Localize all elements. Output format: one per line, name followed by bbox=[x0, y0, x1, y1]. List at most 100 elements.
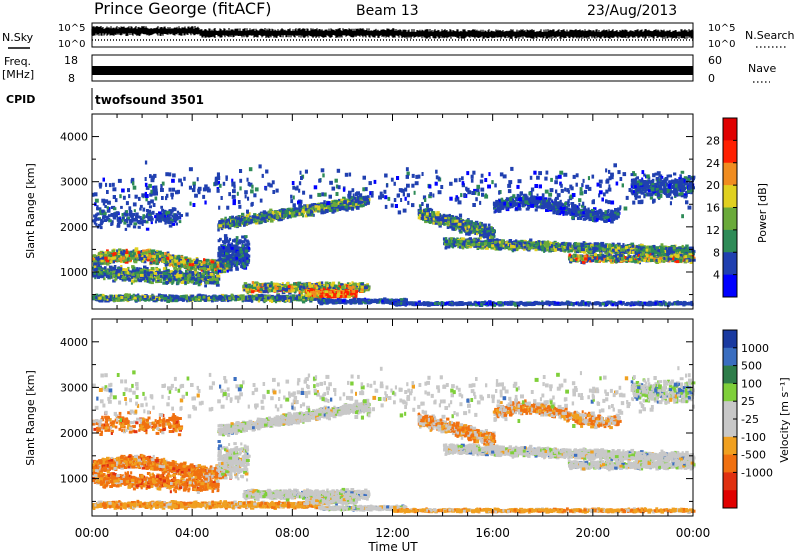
power-cell bbox=[154, 215, 156, 218]
power-cell bbox=[125, 271, 128, 274]
power-cell bbox=[171, 282, 173, 285]
freq-trace bbox=[92, 66, 693, 75]
power-cell bbox=[156, 213, 158, 216]
power-cell bbox=[223, 222, 225, 225]
power-cell bbox=[146, 228, 149, 231]
power-cell bbox=[226, 264, 230, 267]
date-title: 23/Aug/2013 bbox=[587, 3, 677, 19]
power-cell bbox=[163, 272, 167, 275]
power-cell bbox=[181, 281, 184, 284]
power-cell bbox=[264, 220, 266, 223]
power-cell bbox=[184, 281, 186, 284]
power-cell bbox=[160, 206, 163, 209]
power-cell bbox=[134, 260, 138, 263]
power-cell bbox=[122, 268, 125, 271]
power-cell bbox=[276, 296, 278, 299]
power-cell bbox=[298, 296, 301, 299]
power-cell bbox=[197, 274, 200, 277]
power-cell bbox=[309, 205, 312, 208]
power-cell bbox=[360, 201, 363, 204]
power-cell bbox=[203, 267, 207, 270]
power-cell bbox=[306, 211, 310, 214]
power-cell bbox=[210, 266, 213, 269]
power-cell bbox=[151, 252, 153, 255]
power-cell bbox=[209, 278, 212, 281]
power-cell bbox=[108, 219, 112, 222]
power-cell bbox=[129, 252, 132, 255]
power-cell bbox=[175, 278, 177, 281]
power-cell bbox=[124, 213, 128, 216]
radar-summary-figure: Prince George (fitACF) Beam 13 23/Aug/20… bbox=[0, 0, 800, 554]
power-cell bbox=[268, 216, 271, 219]
power-cell bbox=[98, 252, 100, 255]
power-cell bbox=[154, 272, 157, 275]
power-cell bbox=[125, 228, 127, 231]
power-cell bbox=[252, 215, 254, 218]
power-cell bbox=[98, 273, 101, 276]
power-cell bbox=[161, 215, 164, 218]
power-cell bbox=[201, 275, 205, 278]
power-cell bbox=[117, 297, 120, 300]
power-cell bbox=[185, 270, 188, 273]
power-cell bbox=[104, 257, 107, 260]
power-cell bbox=[134, 249, 136, 252]
power-cell bbox=[180, 261, 183, 264]
power-cell bbox=[123, 222, 126, 225]
power-cell bbox=[100, 275, 103, 278]
power-cell bbox=[119, 258, 122, 261]
power-cell bbox=[114, 278, 116, 281]
power-cell bbox=[144, 255, 146, 258]
power-cell bbox=[239, 248, 242, 251]
power-cell bbox=[243, 218, 246, 221]
power-cell bbox=[167, 217, 170, 220]
beam-title: Beam 13 bbox=[356, 3, 419, 19]
power-cell bbox=[240, 294, 243, 297]
power-cell bbox=[269, 299, 272, 302]
power-cell bbox=[129, 211, 133, 214]
power-cell bbox=[217, 255, 221, 258]
power-cell bbox=[108, 276, 110, 279]
power-cell bbox=[216, 275, 219, 278]
power-cell bbox=[247, 255, 250, 258]
power-cell bbox=[242, 254, 244, 257]
power-cell bbox=[262, 217, 266, 220]
power-cell bbox=[179, 271, 182, 274]
power-cell bbox=[101, 300, 104, 303]
power-cell bbox=[229, 216, 231, 219]
cpid-value: twofsound 3501 bbox=[95, 93, 204, 107]
power-cell bbox=[147, 256, 151, 259]
power-cell bbox=[236, 246, 240, 249]
power-cell bbox=[130, 254, 134, 257]
power-cell bbox=[210, 273, 214, 276]
power-cell bbox=[161, 209, 164, 212]
power-cell bbox=[163, 267, 166, 270]
power-cell bbox=[264, 295, 268, 298]
station-title: Prince George (fitACF) bbox=[94, 0, 272, 18]
power-cell bbox=[200, 263, 202, 266]
power-cell bbox=[107, 206, 109, 209]
power-cell bbox=[158, 258, 161, 261]
power-cell bbox=[211, 260, 215, 263]
nsearch-label: N.Search bbox=[745, 29, 795, 42]
power-cell bbox=[298, 212, 300, 215]
power-cell bbox=[272, 211, 275, 214]
power-cell bbox=[206, 259, 210, 262]
power-cell bbox=[200, 280, 203, 283]
power-cell bbox=[221, 220, 225, 223]
power-cell bbox=[130, 220, 134, 223]
power-cell bbox=[274, 210, 277, 213]
power-cell bbox=[204, 284, 207, 287]
power-cell bbox=[301, 213, 304, 216]
power-cell bbox=[173, 272, 177, 275]
power-cell bbox=[290, 209, 292, 212]
power-cell bbox=[255, 297, 258, 300]
power-cell bbox=[335, 203, 338, 206]
power-cell bbox=[94, 218, 97, 221]
power-cell bbox=[160, 275, 163, 278]
power-cell bbox=[110, 295, 112, 298]
power-cell bbox=[191, 281, 194, 284]
power-cell bbox=[149, 281, 151, 284]
power-cell bbox=[295, 210, 299, 213]
nsearch-tick-bottom: 10^0 bbox=[708, 39, 735, 50]
power-cell bbox=[366, 202, 370, 205]
